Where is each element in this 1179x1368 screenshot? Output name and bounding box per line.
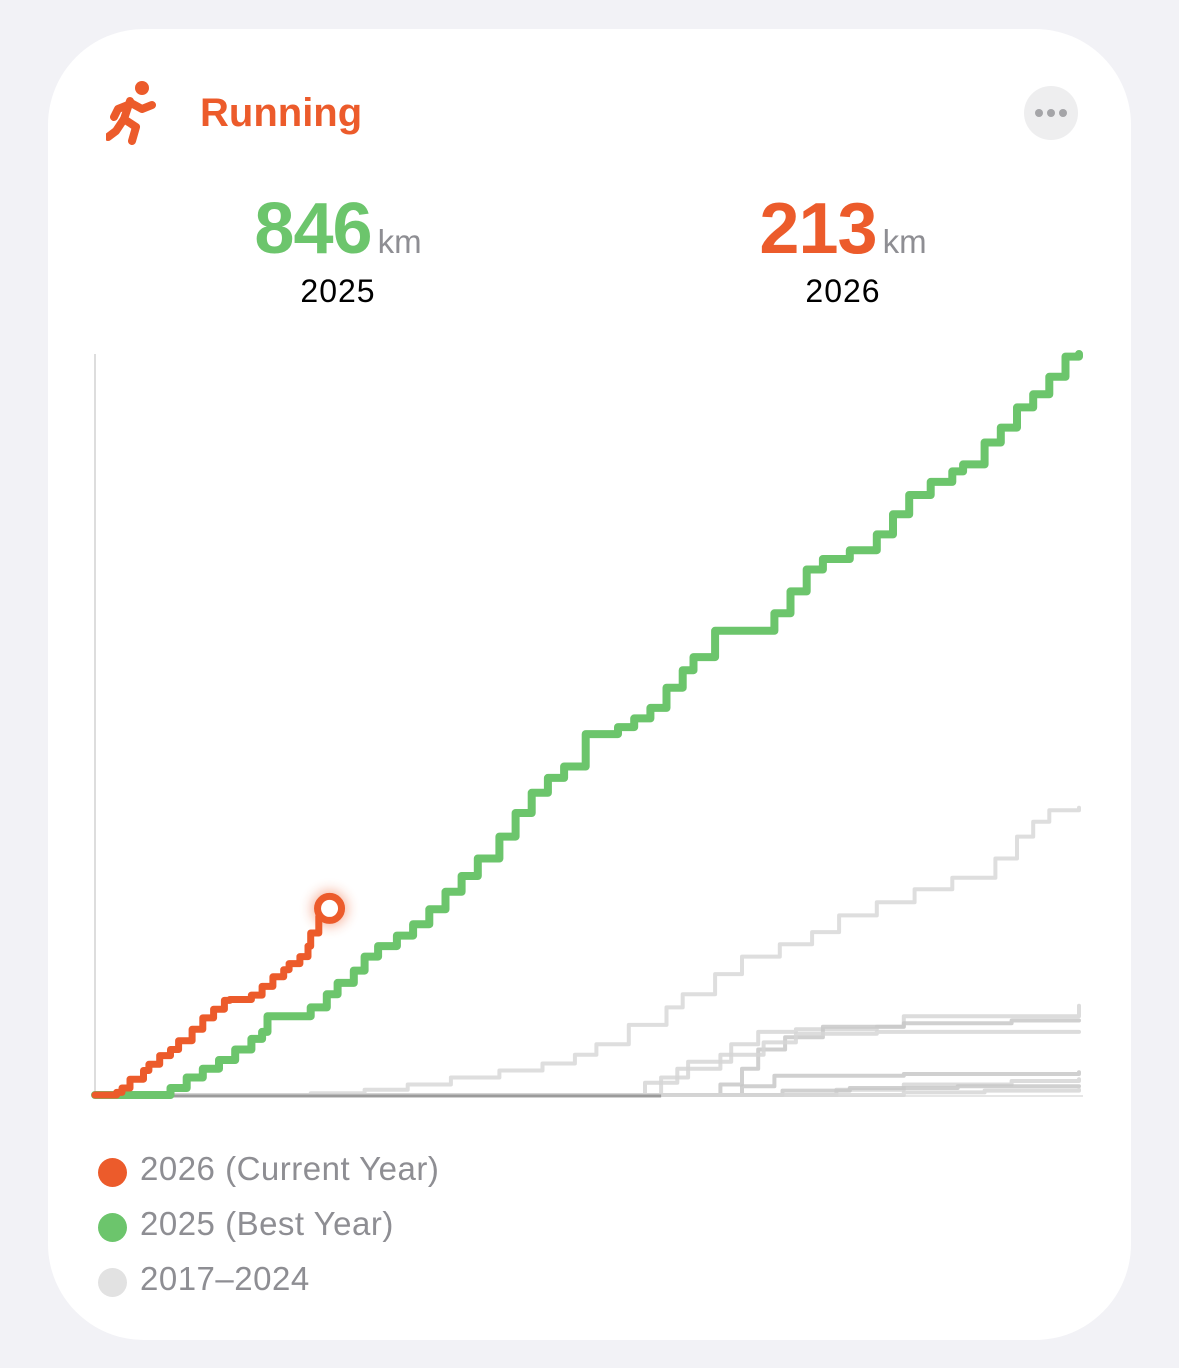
legend-dot-best [98, 1213, 127, 1243]
stat-best-year: 846 km 2025 [188, 189, 488, 349]
chart-legend: 2026 (Current Year) 2025 (Best Year) 201… [98, 1141, 439, 1306]
legend-item-best: 2025 (Best Year) [98, 1196, 439, 1251]
cumulative-distance-chart [91, 350, 1083, 1099]
running-card: Running 846 km 2025 213 km 2026 2026 (Curr… [48, 29, 1131, 1340]
stat-current-unit: km [882, 223, 927, 260]
current-marker [314, 892, 346, 924]
legend-label-current: 2026 (Current Year) [140, 1150, 440, 1187]
series-current-line [91, 904, 333, 1099]
legend-item-past: 2017–2024 [98, 1251, 439, 1306]
card-header: Running [48, 29, 1131, 209]
legend-label-past: 2017–2024 [140, 1260, 310, 1297]
series-best-line [91, 350, 1083, 1099]
stat-best-unit: km [377, 223, 422, 260]
stat-best-year-label: 2025 [300, 273, 376, 309]
card-title: Running [200, 91, 363, 135]
series-past-line-1 [93, 805, 1081, 1097]
legend-label-best: 2025 (Best Year) [140, 1205, 394, 1242]
legend-dot-current [98, 1158, 127, 1188]
series-past-line-8 [93, 1087, 1081, 1097]
stat-current-value: 213 [759, 189, 877, 269]
legend-dot-past [98, 1268, 127, 1298]
ellipsis-icon [1035, 109, 1067, 117]
more-options-button[interactable] [1024, 86, 1078, 140]
series-past-line-3 [93, 1018, 1081, 1097]
series-past-line-4 [93, 1029, 1081, 1097]
running-figure-icon [106, 81, 156, 145]
stat-current-year: 213 km 2026 [693, 189, 993, 349]
stat-best-value: 846 [254, 189, 372, 269]
stat-current-year-label: 2026 [805, 273, 881, 309]
legend-item-current: 2026 (Current Year) [98, 1141, 439, 1196]
